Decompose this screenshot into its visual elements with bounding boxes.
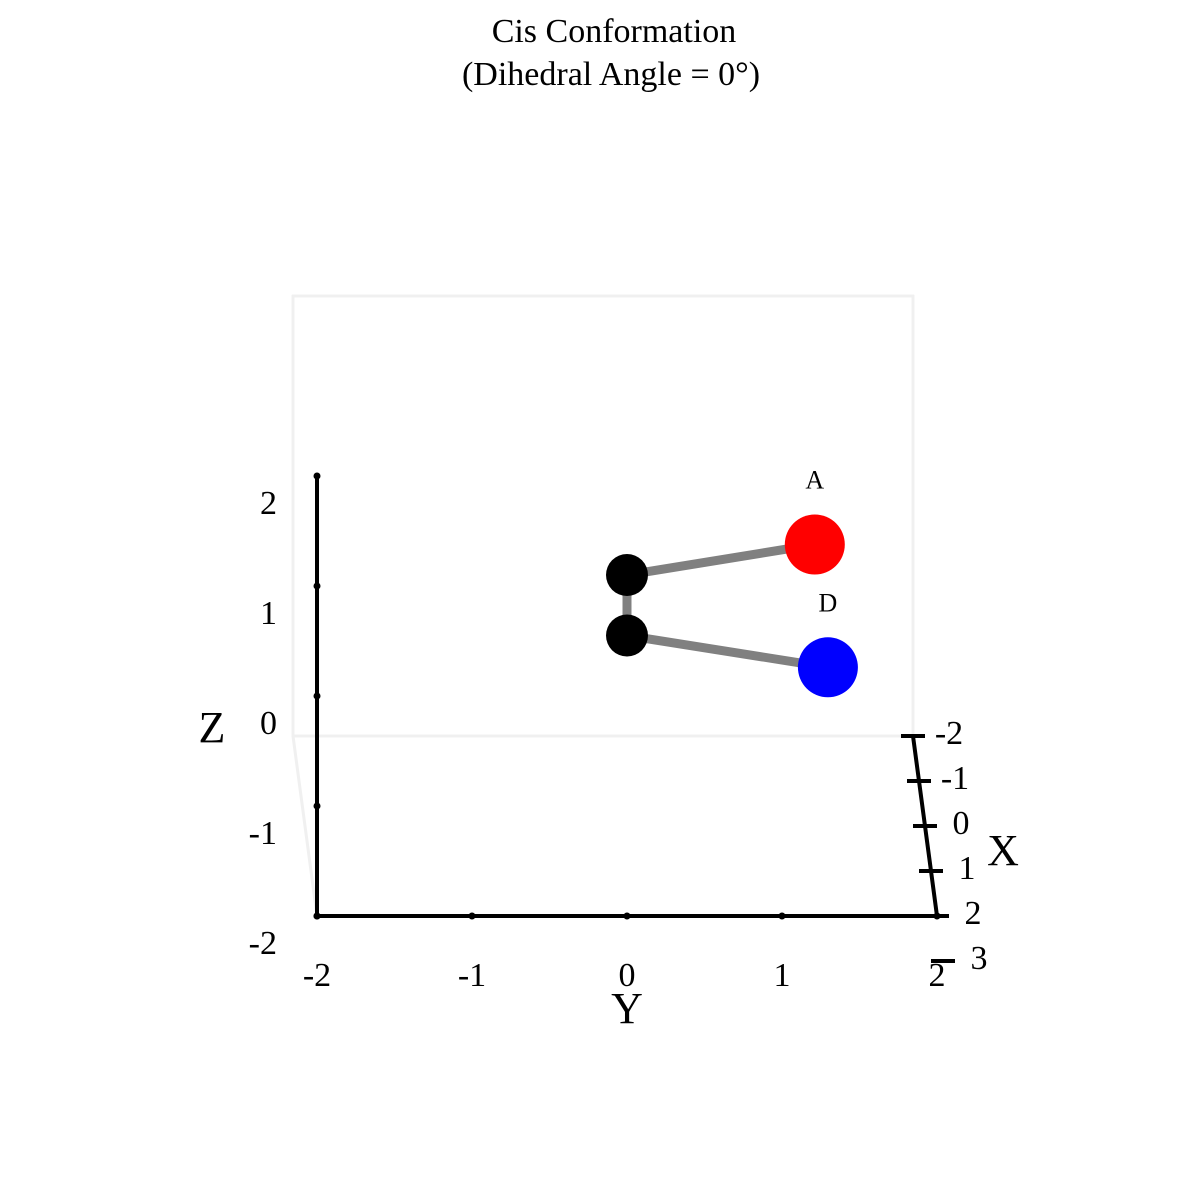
z-tick-label: 0 (260, 705, 277, 742)
atom-label: A (805, 465, 824, 494)
bond (626, 631, 829, 672)
z-tick-label: -2 (249, 925, 277, 962)
chart-title: Cis Conformation (492, 13, 737, 50)
bond (626, 540, 816, 580)
x-tick-label: 3 (971, 940, 988, 977)
y-axis-label: Y (611, 984, 643, 1033)
x-tick-label: 1 (959, 850, 976, 887)
z-tick-label: 1 (260, 595, 277, 632)
atom (784, 514, 845, 575)
z-axis-label: Z (199, 703, 226, 752)
z-tick (313, 802, 321, 810)
atom (606, 614, 648, 657)
y-tick (468, 912, 476, 920)
x-tick-label: -1 (941, 760, 969, 797)
x-tick-label: -2 (935, 715, 963, 752)
atom (797, 637, 858, 698)
x-axis-label: X (987, 826, 1019, 875)
atom (606, 554, 648, 596)
z-tick-label: 2 (260, 485, 277, 522)
y-tick (778, 912, 786, 920)
y-tick-label: -2 (303, 957, 331, 994)
atom-label: D (819, 588, 838, 617)
z-tick (313, 692, 321, 700)
z-tick (313, 472, 321, 480)
y-tick-label: 1 (774, 957, 791, 994)
y-tick-label: -1 (458, 957, 486, 994)
chart-subtitle: (Dihedral Angle = 0°) (462, 56, 760, 93)
y-tick (623, 912, 631, 920)
z-tick (313, 912, 321, 920)
x-tick-label: 2 (965, 895, 982, 932)
y-tick-label: 0 (619, 957, 636, 994)
z-tick-label: -1 (249, 815, 277, 852)
z-tick (313, 582, 321, 590)
y-tick-label: 2 (929, 957, 946, 994)
x-tick-label: 0 (953, 805, 970, 842)
pane-edge (291, 734, 319, 918)
